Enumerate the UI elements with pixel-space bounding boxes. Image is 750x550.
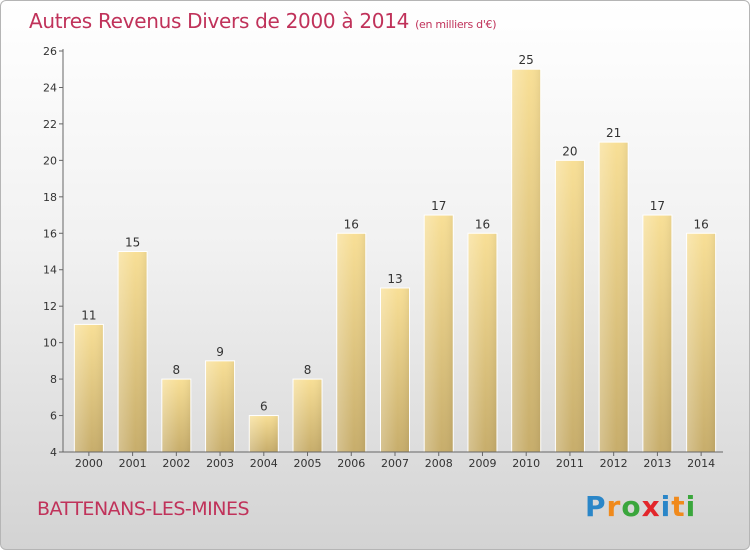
y-tick-label-4: 4 — [50, 446, 57, 459]
data-label-2000: 11 — [81, 308, 96, 322]
data-label-2009: 16 — [475, 217, 490, 231]
bar-shade-2002 — [162, 379, 191, 452]
data-label-2003: 9 — [216, 345, 224, 359]
logo-letter: x — [641, 490, 661, 523]
bar-shade-2011 — [555, 160, 584, 452]
bar-shade-2003 — [206, 361, 235, 452]
data-label-2001: 15 — [125, 236, 140, 250]
y-tick-label-10: 10 — [43, 337, 57, 350]
data-label-2008: 17 — [431, 199, 446, 213]
commune-name: BATTENANS-LES-MINES — [37, 498, 250, 520]
y-tick-label-26: 26 — [43, 45, 57, 58]
data-label-2013: 17 — [650, 199, 665, 213]
x-tick-label-2008: 2008 — [425, 457, 453, 470]
data-label-2004: 6 — [260, 400, 268, 414]
x-tick-label-2004: 2004 — [250, 457, 278, 470]
data-label-2005: 8 — [304, 363, 312, 377]
x-tick-label-2009: 2009 — [468, 457, 496, 470]
bars-group: 11 15 8 9 6 8 16 13 17 16 25 20 21 17 16 — [73, 53, 717, 453]
bar-shade-2013 — [643, 215, 672, 452]
y-tick-label-14: 14 — [43, 264, 57, 277]
bar-shade-2014 — [687, 233, 716, 452]
bar-shade-2005 — [293, 379, 322, 452]
bar-shade-2004 — [249, 416, 278, 452]
data-label-2002: 8 — [173, 363, 181, 377]
y-tick-label-8: 8 — [50, 373, 57, 386]
proxiti-logo: Proxiti — [585, 490, 696, 523]
data-label-2012: 21 — [606, 126, 621, 140]
data-label-2007: 13 — [387, 272, 402, 286]
bar-shade-2008 — [424, 215, 453, 452]
x-tick-label-2001: 2001 — [119, 457, 147, 470]
data-label-2006: 16 — [344, 217, 359, 231]
y-tick-label-16: 16 — [43, 227, 57, 240]
y-tick-label-20: 20 — [43, 154, 57, 167]
data-label-2010: 25 — [519, 53, 534, 67]
y-tick-label-18: 18 — [43, 191, 57, 204]
logo-letter: i — [685, 490, 697, 523]
axes-group: 2000 2001 2002 2003 2004 2005 2006 2007 2008 2009… — [43, 45, 723, 470]
logo-letter: o — [621, 490, 642, 523]
chart-subtitle: (en milliers d'€) — [415, 18, 497, 31]
x-tick-label-2014: 2014 — [687, 457, 715, 470]
y-tick-label-22: 22 — [43, 118, 57, 131]
bar-shade-2001 — [118, 252, 147, 452]
x-tick-label-2010: 2010 — [512, 457, 540, 470]
x-tick-label-2000: 2000 — [75, 457, 103, 470]
bar-shade-2006 — [337, 233, 366, 452]
x-tick-label-2013: 2013 — [643, 457, 671, 470]
bar-shade-2009 — [468, 233, 497, 452]
data-label-2011: 20 — [562, 144, 577, 158]
x-tick-label-2006: 2006 — [337, 457, 365, 470]
bar-shade-2012 — [599, 142, 628, 452]
x-tick-label-2011: 2011 — [556, 457, 584, 470]
chart-title: Autres Revenus Divers de 2000 à 2014 (en … — [29, 9, 497, 33]
y-tick-label-12: 12 — [43, 300, 57, 313]
logo-letter: t — [671, 490, 686, 523]
x-tick-label-2002: 2002 — [162, 457, 190, 470]
logo-letter: r — [606, 490, 622, 523]
x-tick-label-2012: 2012 — [600, 457, 628, 470]
y-tick-label-24: 24 — [43, 81, 57, 94]
x-tick-label-2007: 2007 — [381, 457, 409, 470]
bar-shade-2007 — [381, 288, 409, 452]
y-tick-label-6: 6 — [50, 410, 57, 423]
logo-letter: i — [660, 490, 672, 523]
chart-title-text: Autres Revenus Divers de 2000 à 2014 — [29, 9, 410, 33]
bar-shade-2000 — [74, 324, 103, 452]
data-label-2014: 16 — [693, 217, 708, 231]
logo-letter: P — [585, 490, 607, 523]
x-tick-label-2005: 2005 — [294, 457, 322, 470]
bar-shade-2010 — [512, 69, 541, 452]
x-tick-label-2003: 2003 — [206, 457, 234, 470]
